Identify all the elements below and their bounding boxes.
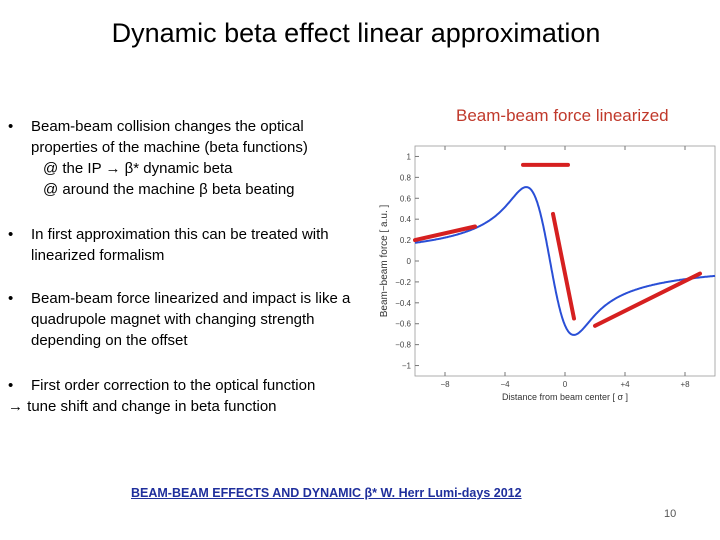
bullet-item-1: • Beam-beam collision changes the optica… <box>8 116 408 200</box>
y-tick-label: 0.6 <box>400 194 412 203</box>
x-tick-label: +4 <box>620 380 630 389</box>
bullet-subline: @ around the machine β beta beating <box>43 181 295 198</box>
bullet-marker: • <box>8 226 14 243</box>
x-tick-label: −8 <box>440 380 450 389</box>
page-number: 10 <box>664 508 677 520</box>
y-tick-label: −0.4 <box>395 299 411 308</box>
bullet-item-4: • First order correction to the optical … <box>8 375 408 417</box>
bullet-subline: @ the IP → β* dynamic beta <box>43 160 233 177</box>
chart-title: Beam-beam force linearized <box>456 106 669 125</box>
x-tick-label: 0 <box>563 380 568 389</box>
bullet-line: depending on the offset <box>31 332 188 349</box>
x-tick-label: −4 <box>500 380 510 389</box>
y-tick-label: −0.8 <box>395 341 411 350</box>
y-tick-label: 1 <box>407 152 412 161</box>
bullet-marker: • <box>8 290 14 307</box>
y-tick-label: 0.2 <box>400 236 412 245</box>
bullet-item-2: • In first approximation this can be tre… <box>8 224 408 266</box>
bullet-line: properties of the machine (beta function… <box>31 139 308 156</box>
slide-title: Dynamic beta effect linear approximation <box>111 18 601 48</box>
y-axis-label: Beam−beam force [ a.u. ] <box>379 205 390 318</box>
y-tick-label: −0.2 <box>395 278 411 287</box>
x-tick-label: +8 <box>680 380 690 389</box>
bullet-line: Beam-beam force linearized and impact is… <box>31 290 351 307</box>
y-tick-label: 0.4 <box>400 215 412 224</box>
bullet-line: quadrupole magnet with changing strength <box>31 311 315 328</box>
y-tick-label: −0.6 <box>395 320 411 329</box>
bullet-line: In first approximation this can be treat… <box>31 226 329 243</box>
bullet-line: linearized formalism <box>31 247 165 264</box>
y-tick-labels: 1 0.8 0.6 0.4 0.2 0 −0.2 −0.4 −0.6 −0.8 −1 <box>395 152 411 370</box>
y-tick-label: 0.8 <box>400 173 412 182</box>
linearized-segment <box>593 271 702 328</box>
linearized-segments <box>413 162 702 328</box>
reference-link[interactable]: BEAM-BEAM EFFECTS AND DYNAMIC β* W. Herr… <box>131 486 522 500</box>
bullet-line: → tune shift and change in beta function <box>8 398 277 415</box>
bullet-line: First order correction to the optical fu… <box>31 377 316 394</box>
linearized-segment <box>413 224 477 243</box>
x-tick-labels: −8 −4 0 +4 +8 <box>440 380 690 389</box>
plot-frame <box>414 145 716 377</box>
bullet-item-3: • Beam-beam force linearized and impact … <box>8 288 408 351</box>
bullet-marker: • <box>8 118 14 135</box>
force-chart: 1 0.8 0.6 0.4 0.2 0 −0.2 −0.4 −0.6 −0.8 −1 −8 −4 0 +4… <box>379 145 716 402</box>
bullet-line: Beam-beam collision changes the optical <box>31 118 304 135</box>
y-tick-label: 0 <box>407 257 412 266</box>
linearized-segment <box>551 211 576 321</box>
force-curve <box>414 186 716 336</box>
x-axis-label: Distance from beam center [ σ ] <box>502 392 628 402</box>
bullet-marker: • <box>8 377 14 394</box>
y-tick-label: −1 <box>402 362 412 371</box>
